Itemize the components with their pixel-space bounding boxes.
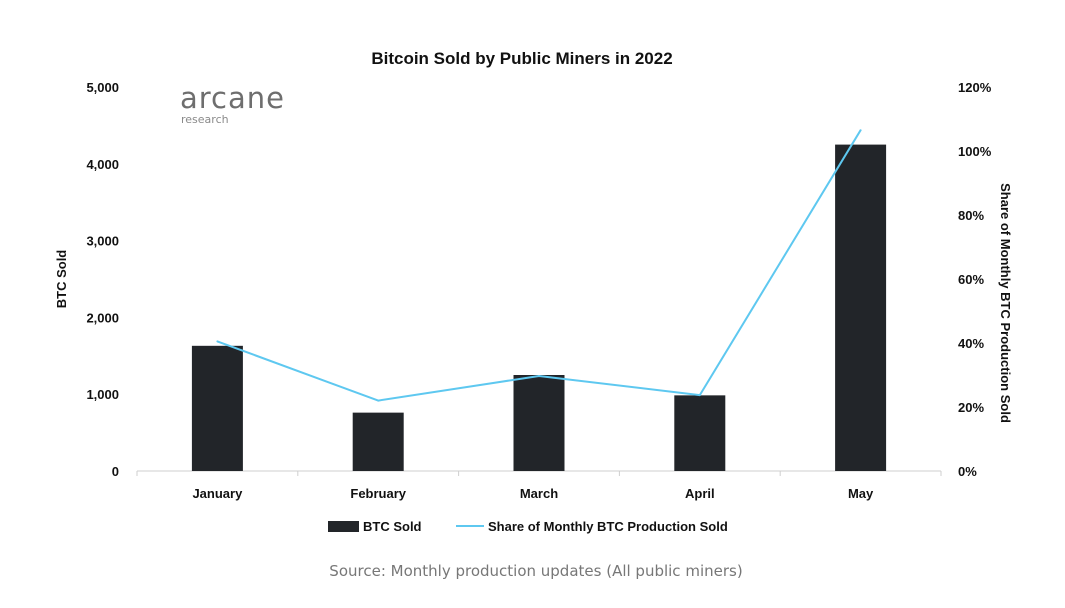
line-point (377, 399, 380, 402)
line-point (698, 394, 701, 397)
legend: BTC Sold Share of Monthly BTC Production… (328, 519, 728, 534)
y-tick-label: 3,000 (86, 234, 119, 249)
bar (352, 412, 404, 471)
bar (674, 395, 726, 471)
bar (835, 144, 887, 471)
bar (191, 345, 243, 471)
chart-title: Bitcoin Sold by Public Miners in 2022 (371, 49, 672, 68)
x-tick-label: January (192, 486, 243, 501)
x-axis-labels: January February March April May (192, 486, 874, 501)
line-point (538, 374, 540, 377)
series-line (217, 129, 862, 402)
line-series (216, 129, 862, 402)
y-tick-label: 1,000 (86, 387, 119, 402)
y-axis-ticks: 0 1,000 2,000 3,000 4,000 5,000 (86, 80, 119, 479)
legend-item-btc-sold: BTC Sold (328, 519, 422, 534)
y2-axis-ticks: 0% 20% 40% 60% 80% 100% 120% (958, 80, 992, 479)
brand-name: arcane (180, 81, 285, 115)
legend-label-share: Share of Monthly BTC Production Sold (488, 519, 728, 534)
y-tick-label: 2,000 (86, 310, 119, 325)
y-tick-label: 5,000 (86, 80, 119, 95)
y2-tick-label: 40% (958, 336, 984, 351)
y-tick-label: 4,000 (86, 157, 119, 172)
x-axis-tick-marks (136, 471, 942, 476)
y2-tick-label: 20% (958, 400, 984, 415)
x-tick-label: April (685, 486, 715, 501)
legend-swatch-bar (328, 521, 359, 532)
y2-tick-label: 0% (958, 464, 977, 479)
y2-tick-label: 120% (958, 80, 992, 95)
y2-tick-label: 80% (958, 208, 984, 223)
legend-label-btc-sold: BTC Sold (363, 519, 422, 534)
x-tick-label: February (350, 486, 406, 501)
brand-subtitle: research (181, 113, 229, 126)
y-axis-title: BTC Sold (54, 250, 69, 309)
y2-tick-label: 100% (958, 144, 992, 159)
bar (513, 375, 565, 471)
y2-axis-title: Share of Monthly BTC Production Sold (998, 183, 1013, 423)
bar-series (191, 144, 887, 471)
line-point (859, 129, 862, 132)
brand-logo: arcane research (180, 81, 285, 126)
source-note: Source: Monthly production updates (All … (329, 562, 742, 580)
x-tick-label: May (848, 486, 874, 501)
x-tick-label: March (520, 486, 558, 501)
y-tick-label: 0 (112, 464, 119, 479)
line-point (216, 340, 219, 343)
legend-item-share: Share of Monthly BTC Production Sold (456, 519, 728, 534)
y2-tick-label: 60% (958, 272, 984, 287)
